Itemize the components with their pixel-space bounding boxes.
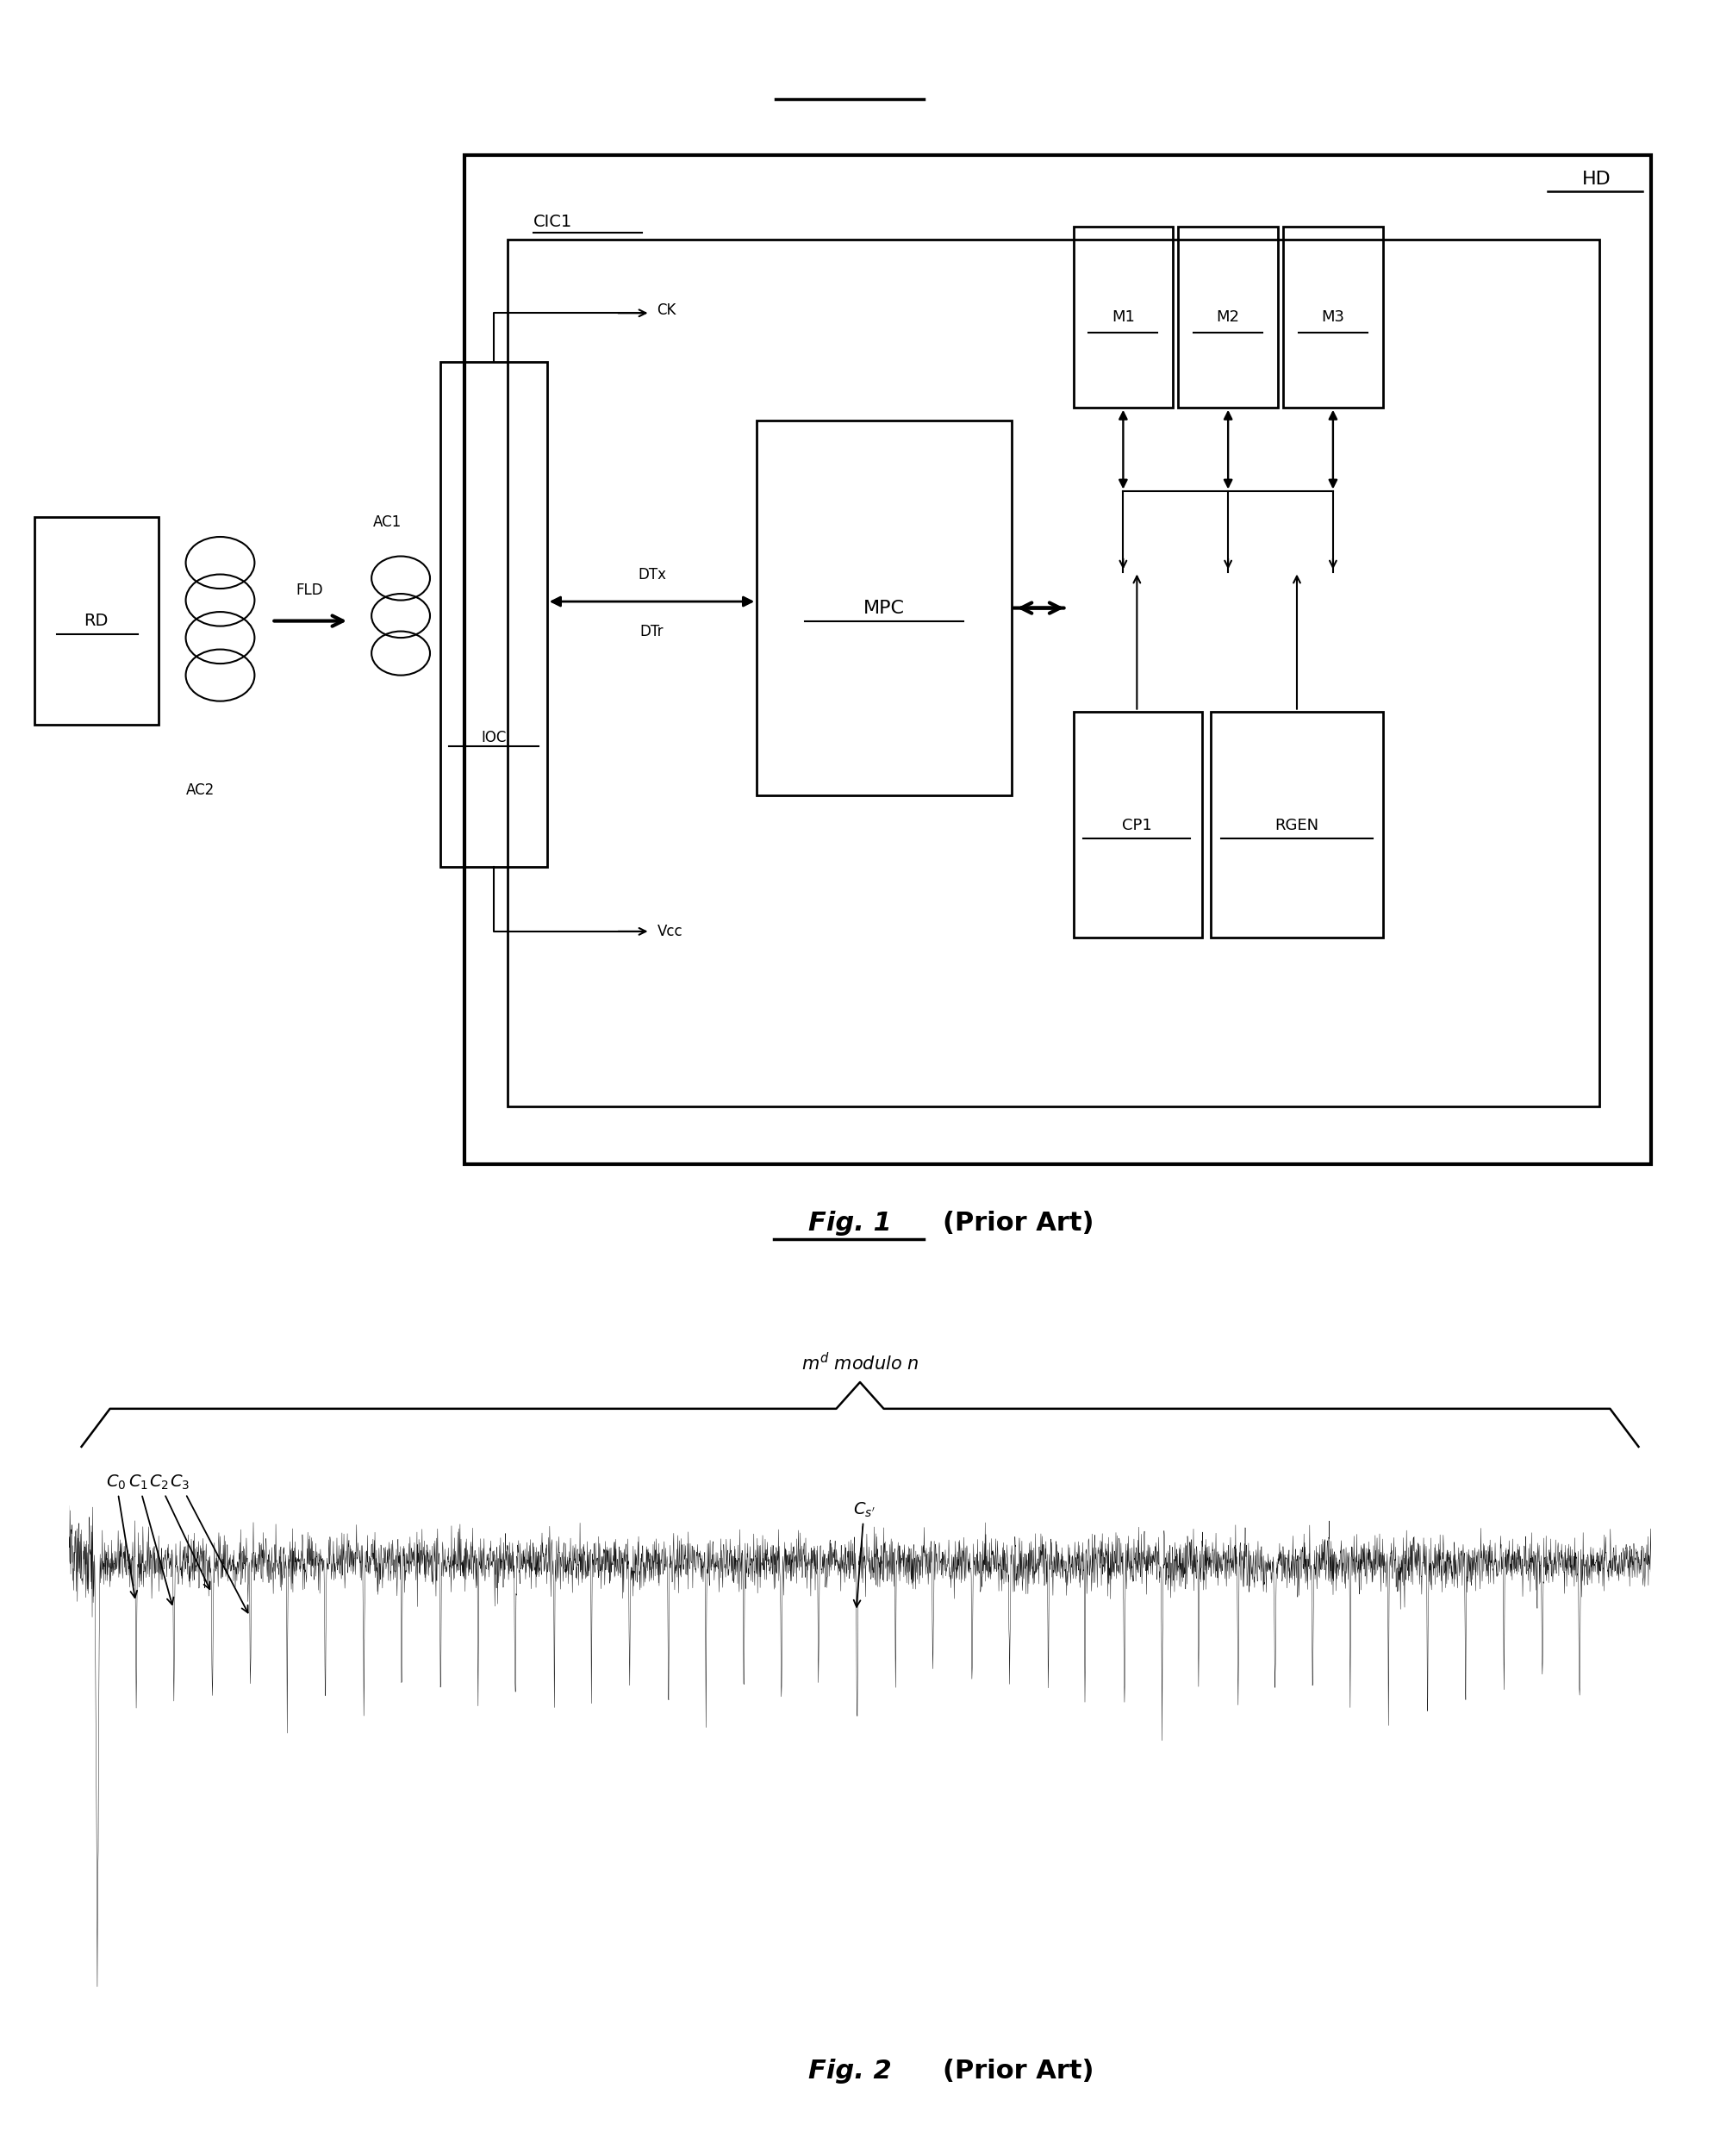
Bar (1211, 711, 1383, 938)
Bar (1073, 226, 1173, 407)
Text: HD: HD (1582, 170, 1610, 188)
Text: Vcc: Vcc (657, 923, 683, 940)
Text: C$_{s'}$: C$_{s'}$ (853, 1501, 875, 1606)
Text: Fig. 2: Fig. 2 (808, 2059, 891, 2085)
Text: CIC1: CIC1 (533, 213, 573, 231)
Text: CP1: CP1 (1121, 817, 1152, 832)
Text: C$_2$: C$_2$ (150, 1473, 210, 1589)
Text: AC2: AC2 (186, 783, 215, 798)
Text: RGEN: RGEN (1275, 817, 1319, 832)
Text: IOC: IOC (482, 729, 506, 746)
Text: C$_3$: C$_3$ (170, 1473, 248, 1613)
Text: FLD: FLD (296, 582, 323, 597)
Bar (34, 517, 158, 724)
Text: MPC: MPC (863, 599, 905, 617)
Bar (757, 420, 1011, 796)
Text: RD: RD (84, 612, 108, 630)
Text: AC1: AC1 (373, 515, 401, 530)
Bar (464, 155, 1651, 1164)
Text: (Prior Art): (Prior Art) (943, 1210, 1094, 1235)
Text: M1: M1 (1111, 308, 1135, 326)
Bar (440, 362, 547, 867)
Text: DTr: DTr (640, 623, 664, 638)
Text: CK: CK (657, 302, 676, 319)
Bar (507, 239, 1600, 1106)
Text: (Prior Art): (Prior Art) (943, 2059, 1094, 2085)
Text: Fig. 1: Fig. 1 (808, 1210, 891, 1235)
Text: C$_0$: C$_0$ (107, 1473, 138, 1598)
Text: C$_1$: C$_1$ (129, 1473, 174, 1604)
Bar (1073, 711, 1202, 938)
Bar (1178, 226, 1278, 407)
Bar (1283, 226, 1383, 407)
Text: M3: M3 (1321, 308, 1345, 326)
Text: M2: M2 (1216, 308, 1240, 326)
Text: $m^d$ modulo $n$: $m^d$ modulo $n$ (802, 1352, 918, 1373)
Text: DTx: DTx (638, 567, 666, 582)
